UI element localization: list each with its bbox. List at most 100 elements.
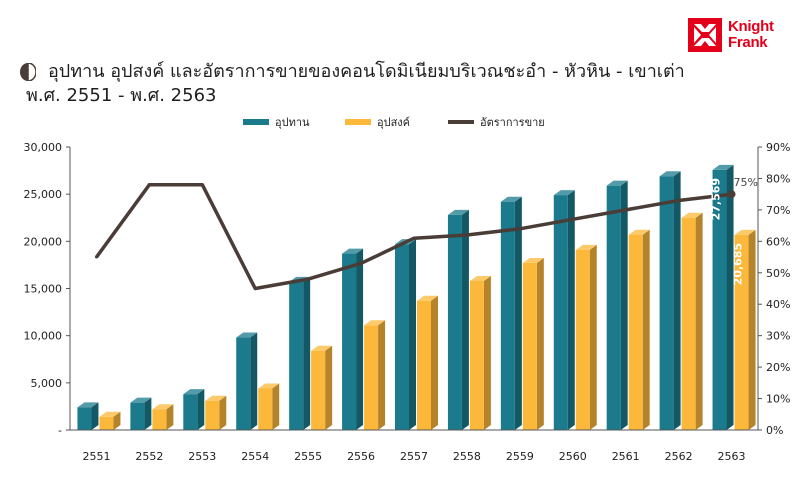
- left-axis-tick-label: -: [58, 424, 62, 437]
- left-axis-tick-label: 30,000: [24, 141, 63, 154]
- sales-rate-point-2560: [571, 217, 575, 221]
- demand-bar-2552-top: [152, 404, 174, 410]
- demand-bar-2553-top: [205, 395, 227, 401]
- demand-bar-2559-side: [536, 258, 544, 430]
- x-axis-tick-label-2557: 2557: [400, 450, 428, 463]
- supply-bar-2558: [447, 209, 469, 430]
- rate-last-label: 75%: [734, 176, 758, 189]
- right-axis-tick-label: 50%: [766, 267, 790, 280]
- demand-bar-2559: [522, 258, 544, 430]
- sales-rate-last-marker: [727, 190, 736, 199]
- sales-rate-point-2552: [147, 183, 151, 187]
- x-axis-tick-label-2553: 2553: [188, 450, 216, 463]
- demand-bar-2554-top: [258, 383, 280, 389]
- legend-swatch-1: [345, 119, 371, 125]
- demand-bar-2562: [681, 212, 703, 430]
- demand-bar-2559-top: [522, 258, 544, 264]
- supply-bar-2560-side: [567, 190, 575, 430]
- supply-bar-2551-front: [77, 407, 92, 430]
- x-axis-tick-label-2552: 2552: [135, 450, 163, 463]
- supply-bar-2557-side: [409, 239, 416, 430]
- right-axis-tick-label: 90%: [766, 141, 790, 154]
- logo-line-2: Frank: [728, 34, 768, 51]
- demand-bar-2552-front: [152, 409, 167, 430]
- sales-rate-point-2556: [359, 261, 363, 265]
- x-axis-tick-label-2561: 2561: [612, 450, 640, 463]
- supply-bar-2553-front: [183, 394, 198, 430]
- demand-bar-2554: [258, 383, 280, 430]
- supply-bar-2560: [553, 190, 575, 430]
- demand-bar-2563-top: [734, 229, 756, 235]
- x-axis: 2551 2552 2553 2554 2555 2556 2557 2558 2559 2560…: [70, 429, 758, 463]
- sales-rate-point-2558: [465, 233, 469, 237]
- x-axis-tick-label-2563: 2563: [718, 450, 746, 463]
- demand-bar-2562-front: [681, 217, 696, 430]
- supply-bar-2557: [395, 239, 416, 430]
- right-axis-tick-label: 70%: [766, 204, 790, 217]
- supply-bar-2554-top: [236, 332, 258, 338]
- demand-bar-2563-front: [734, 234, 749, 430]
- supply-bar-2561-top: [606, 180, 628, 186]
- right-axis: 0% 10% 20% 30% 40% 50% 60% 70% 80% 90%: [757, 141, 790, 437]
- supply-bar-2561-front: [606, 185, 621, 430]
- supply-bar-2551-side: [91, 402, 99, 430]
- supply-bar-2563: [712, 164, 734, 430]
- supply-bar-2553-side: [197, 389, 205, 430]
- demand-bar-2555-front: [311, 350, 326, 430]
- demand-bar-2562-top: [681, 212, 703, 218]
- right-axis-tick-label: 20%: [766, 361, 790, 374]
- supply-bar-2559: [500, 196, 522, 430]
- supply-bar-2561: [606, 180, 628, 430]
- demand-bar-2561-side: [642, 229, 650, 430]
- demand-bar-2561: [628, 229, 650, 430]
- demand-bar-2557-top: [417, 295, 438, 301]
- sales-rate-point-2557: [412, 236, 416, 240]
- supply-bar-2562-side: [673, 171, 681, 430]
- bars-group: [77, 164, 756, 430]
- supply-bar-2558-side: [461, 209, 469, 430]
- data-labels-group: 27,569 20,685 75%: [710, 176, 758, 285]
- supply-bar-2553: [183, 389, 205, 430]
- demand-bar-2555-top: [311, 345, 333, 351]
- chart-title: อุปทาน อุปสงค์ และอัตราการขายของคอนโดมิเ…: [48, 61, 685, 82]
- demand-bar-2560: [575, 244, 597, 430]
- supply-bar-2556-side: [356, 248, 364, 430]
- supply-bar-2559-front: [500, 201, 515, 430]
- sales-rate-line-group: [94, 182, 736, 291]
- demand-bar-2560-side: [589, 244, 597, 430]
- demand-bar-2554-side: [272, 383, 280, 430]
- supply-bar-2553-top: [183, 389, 205, 395]
- x-axis-tick-label-2555: 2555: [294, 450, 322, 463]
- x-axis-tick-label-2554: 2554: [241, 450, 269, 463]
- right-axis-tick-label: 30%: [766, 330, 790, 343]
- demand-bar-2555: [311, 345, 333, 430]
- supply-bar-2555-side: [303, 276, 311, 430]
- left-axis: - 5,000 10,000 15,000 20,000 25,000 30,000: [24, 141, 71, 437]
- demand-bar-2553-side: [219, 395, 227, 430]
- demand-bar-2561-top: [628, 229, 650, 235]
- demand-bar-2551: [99, 411, 121, 430]
- logo-line-1: Knight: [728, 18, 774, 35]
- supply-bar-2560-top: [553, 190, 575, 196]
- demand-bar-2553-front: [205, 400, 220, 430]
- demand-bar-2558-top: [469, 275, 491, 281]
- right-axis-tick-label: 40%: [766, 298, 790, 311]
- right-axis-tick-label: 10%: [766, 393, 790, 406]
- demand-bar-2556-top: [364, 320, 386, 326]
- demand-bar-2562-side: [695, 212, 703, 430]
- supply-bar-2563-top: [712, 164, 734, 170]
- demand-bar-2557-front: [417, 300, 431, 430]
- demand-bar-2558: [469, 275, 491, 430]
- supply-bar-2557-front: [395, 244, 409, 430]
- x-axis-tick-label-2551: 2551: [82, 450, 110, 463]
- supply-bar-2551: [77, 402, 99, 430]
- demand-bar-2563: [734, 229, 756, 430]
- demand-bar-2556-front: [364, 325, 379, 430]
- left-axis-tick-label: 25,000: [24, 188, 63, 201]
- left-axis-tick-label: 15,000: [24, 283, 63, 296]
- right-axis-tick-label: 0%: [766, 424, 783, 437]
- demand-bar-2555-side: [325, 345, 333, 430]
- supply-bar-2563-side: [726, 164, 734, 430]
- legend-label-0: อุปทาน: [275, 116, 310, 129]
